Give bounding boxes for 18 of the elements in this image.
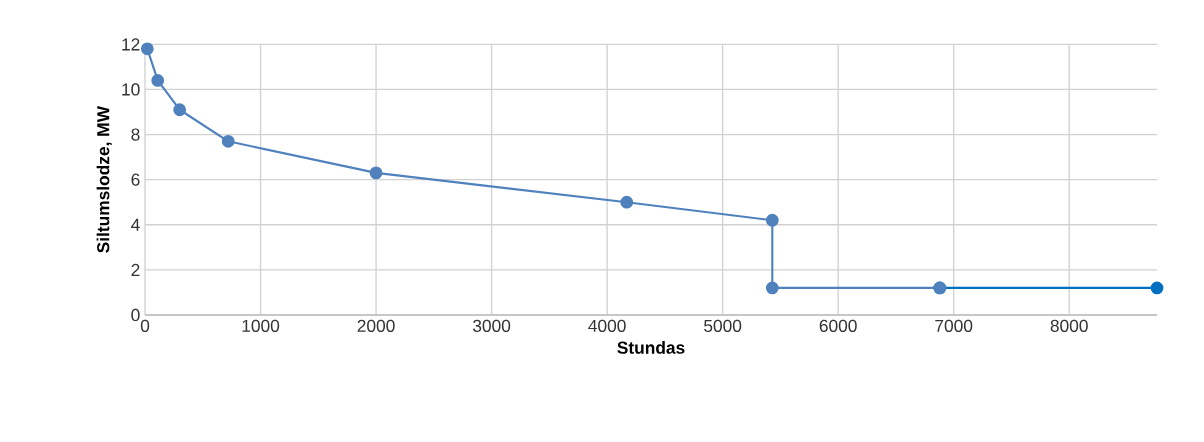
x-tick-label: 8000	[1050, 319, 1088, 332]
x-tick-label: 7000	[935, 319, 973, 332]
y-tick-label: 2	[131, 263, 140, 276]
y-tick-label: 6	[131, 173, 140, 186]
x-tick-label: 4000	[588, 319, 626, 332]
x-tick-label: 2000	[357, 319, 395, 332]
x-tick-label: 3000	[472, 319, 511, 332]
x-tick-label: 6000	[819, 319, 857, 332]
x-tick-label: 0	[140, 319, 150, 332]
x-tick-label: 5000	[704, 319, 742, 332]
x-axis-title: Stundas	[617, 341, 685, 354]
x-tick-label: 1000	[242, 319, 280, 332]
y-tick-label: 0	[131, 308, 140, 322]
y-tick-label: 4	[131, 218, 140, 231]
y-tick-label: 8	[131, 128, 140, 141]
y-tick-label: 10	[122, 83, 140, 96]
y-tick-label: 12	[122, 38, 140, 51]
y-axis-title: Siltumslodze, MW	[96, 106, 112, 253]
